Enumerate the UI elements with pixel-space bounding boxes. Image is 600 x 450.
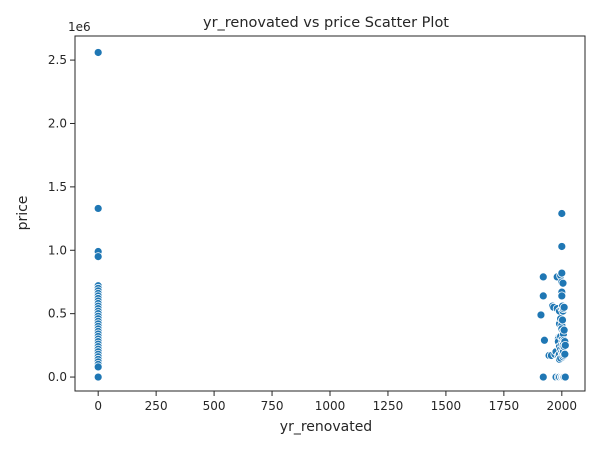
x-axis: 0 250 500 750 1000 1250 1500 1750 2000 xyxy=(94,391,577,413)
x-tick-label: 0 xyxy=(94,399,102,413)
x-tick-label: 1000 xyxy=(315,399,346,413)
y-axis: 0.0 0.5 1.0 1.5 2.0 2.5 xyxy=(48,53,75,384)
data-point xyxy=(93,204,103,213)
y-tick-label: 0.0 xyxy=(48,370,67,384)
x-tick-label: 1250 xyxy=(373,399,404,413)
data-point xyxy=(557,242,567,251)
x-tick-label: 750 xyxy=(261,399,284,413)
data-point xyxy=(93,372,103,382)
data-point xyxy=(557,209,567,218)
chart-title: yr_renovated vs price Scatter Plot xyxy=(203,15,449,31)
x-tick-label: 1750 xyxy=(489,399,520,413)
data-point xyxy=(540,335,549,345)
data-point xyxy=(536,310,546,320)
data-point xyxy=(558,315,567,325)
y-tick-label: 2.5 xyxy=(48,53,67,67)
data-point xyxy=(538,272,548,282)
data-point xyxy=(560,340,570,350)
data-point xyxy=(93,252,103,262)
x-tick-label: 250 xyxy=(145,399,168,413)
data-point xyxy=(560,349,570,359)
y-axis-offset-label: 1e6 xyxy=(68,20,91,34)
y-axis-label: price xyxy=(15,196,31,231)
data-point xyxy=(560,372,570,382)
data-point xyxy=(557,291,567,301)
data-point xyxy=(93,362,103,372)
data-point xyxy=(557,268,567,278)
data-point xyxy=(559,302,569,312)
x-tick-label: 500 xyxy=(203,399,226,413)
y-tick-label: 0.5 xyxy=(48,307,67,321)
data-point xyxy=(538,372,548,382)
y-tick-label: 1.0 xyxy=(48,243,67,257)
data-point xyxy=(558,278,568,288)
data-points xyxy=(93,48,570,382)
data-point xyxy=(93,48,103,57)
y-tick-label: 1.5 xyxy=(48,180,67,194)
data-point xyxy=(559,325,569,335)
data-point xyxy=(538,291,548,301)
y-tick-label: 2.0 xyxy=(48,116,67,130)
x-axis-label: yr_renovated xyxy=(280,419,372,435)
x-tick-label: 1500 xyxy=(431,399,462,413)
x-tick-label: 2000 xyxy=(547,399,578,413)
